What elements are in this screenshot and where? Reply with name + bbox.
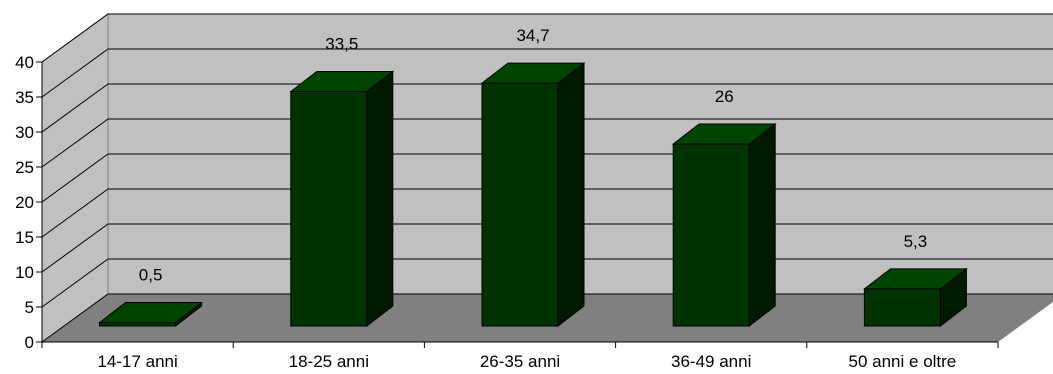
bar-front <box>99 322 177 327</box>
bar-front <box>290 91 368 327</box>
bar-side <box>557 62 585 328</box>
data-label: 0,5 <box>139 266 163 285</box>
bars <box>98 62 968 328</box>
y-tick-label: 0 <box>25 333 34 352</box>
y-tick-label: 15 <box>15 228 34 247</box>
category-label: 36-49 anni <box>671 352 751 371</box>
gridline <box>41 118 1053 168</box>
y-tick-label: 30 <box>15 123 34 142</box>
gridline <box>41 13 1053 63</box>
category-label: 26-35 anni <box>480 352 560 371</box>
y-tick-label: 40 <box>15 53 34 72</box>
y-tick-label: 25 <box>15 158 34 177</box>
bar-side <box>748 122 776 328</box>
y-tick-label: 20 <box>15 193 34 212</box>
bar-top <box>671 123 777 145</box>
gridline <box>41 83 1053 133</box>
category-label: 14-17 anni <box>97 352 177 371</box>
bar-side <box>366 70 394 328</box>
labels: 0 5 10 15 20 25 30 35 40 0,5 14-17 anni 33,5 18-25 a… <box>15 26 956 371</box>
category-label: 18-25 anni <box>289 352 369 371</box>
axes <box>36 61 999 348</box>
bar-front <box>863 288 941 327</box>
bar-top <box>480 62 586 84</box>
bar-front <box>481 82 559 327</box>
category-label: 50 anni e oltre <box>849 352 957 371</box>
bar-front <box>672 143 750 327</box>
data-label: 26 <box>715 87 734 106</box>
gridline <box>41 48 1053 98</box>
bar-top <box>98 302 204 323</box>
y-tick-label: 5 <box>25 298 34 317</box>
y-tick-label: 10 <box>15 263 34 282</box>
data-label: 5,3 <box>904 232 928 251</box>
bar-top <box>289 71 395 92</box>
data-label: 33,5 <box>325 35 358 54</box>
data-label: 34,7 <box>516 26 549 45</box>
y-tick-label: 35 <box>15 88 34 107</box>
bar-top <box>862 268 968 290</box>
